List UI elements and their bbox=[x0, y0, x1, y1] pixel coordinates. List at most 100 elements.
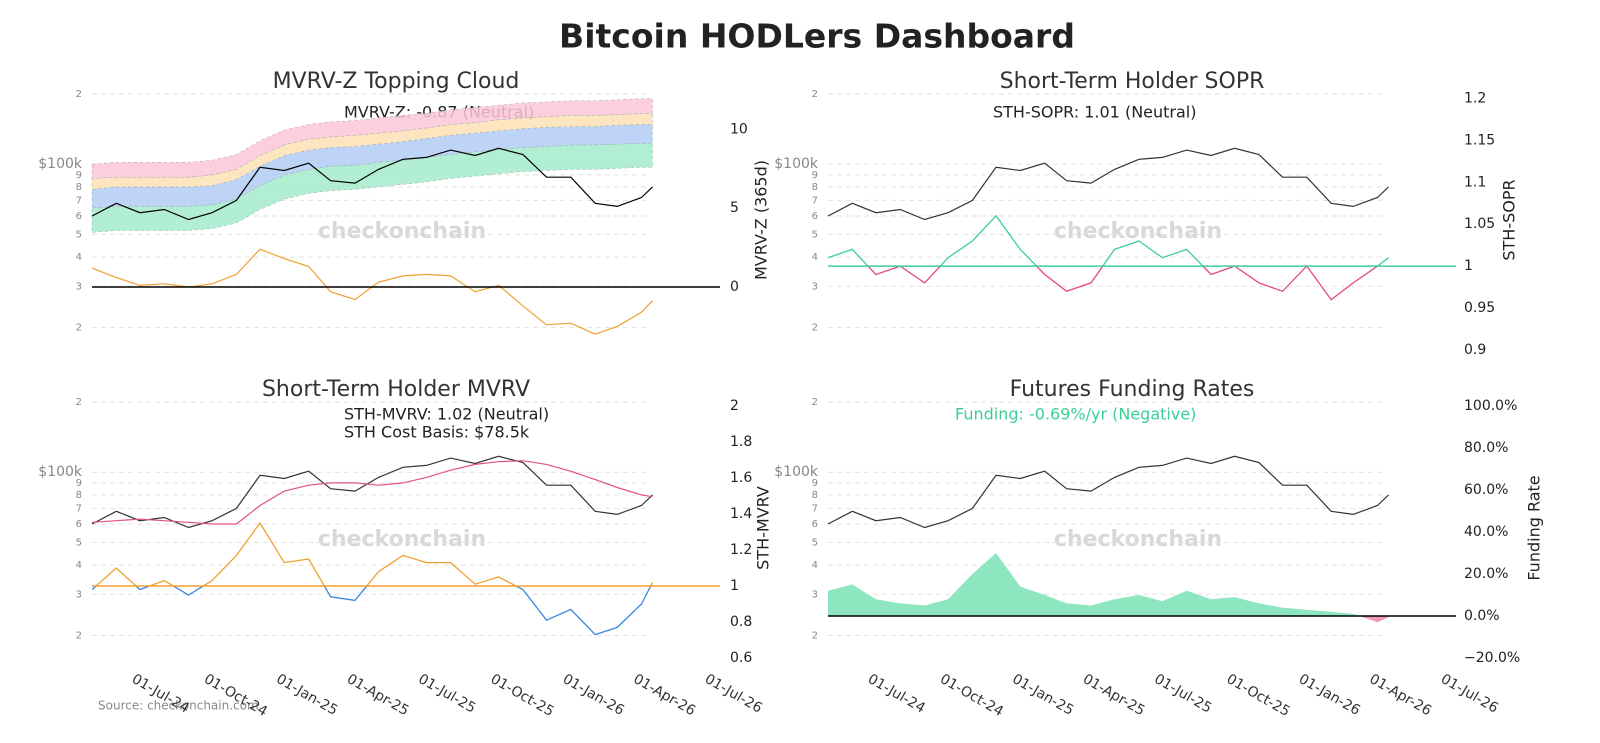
watermark: checkonchain bbox=[1054, 527, 1222, 552]
annotation: STH-MVRV: 1.02 (Neutral) bbox=[344, 405, 549, 424]
cloud-band bbox=[91, 113, 653, 190]
y2-tick-label: −20.0% bbox=[1464, 650, 1520, 666]
x-tick-label: 01-Oct-24 bbox=[201, 671, 270, 720]
y-tick-label: $100k bbox=[38, 464, 83, 480]
x-tick-label: 01-Apr-25 bbox=[1080, 671, 1148, 719]
y-tick-label: 2 bbox=[812, 89, 818, 100]
area-positive bbox=[828, 553, 1360, 616]
dashboard-title: Bitcoin HODLers Dashboard bbox=[559, 17, 1075, 56]
x-tick-label: 01-Jul-25 bbox=[415, 671, 478, 717]
y-tick-label: 6 bbox=[812, 211, 818, 222]
x-tick-label: 01-Jul-26 bbox=[1438, 671, 1501, 717]
y-tick-label: 8 bbox=[812, 182, 818, 193]
x-tick-label: 01-Apr-25 bbox=[344, 671, 412, 719]
y-tick-label: 7 bbox=[76, 503, 82, 514]
watermark: checkonchain bbox=[318, 527, 486, 552]
cloud-band bbox=[91, 98, 653, 179]
y-tick-label: 2 bbox=[76, 397, 82, 408]
annotation: STH Cost Basis: $78.5k bbox=[344, 423, 530, 442]
y-tick-label: 2 bbox=[76, 89, 82, 100]
y2-tick-label: 2 bbox=[730, 398, 739, 414]
y-tick-label: 9 bbox=[812, 478, 818, 489]
subplot-title: Short-Term Holder SOPR bbox=[1000, 69, 1265, 94]
y2-tick-label: 60.0% bbox=[1464, 482, 1508, 498]
x-tick-label: 01-Oct-25 bbox=[488, 671, 557, 720]
x-tick-label: 01-Jan-25 bbox=[273, 671, 340, 719]
annotation: STH-SOPR: 1.01 (Neutral) bbox=[993, 103, 1196, 122]
y2-tick-label: 1.8 bbox=[730, 434, 752, 450]
y-tick-label: 2 bbox=[76, 322, 82, 333]
y-tick-label: 9 bbox=[76, 170, 82, 181]
y2-tick-label: 100.0% bbox=[1464, 398, 1517, 414]
y-tick-label: 7 bbox=[812, 195, 818, 206]
y2-tick-label: 80.0% bbox=[1464, 440, 1508, 456]
y2-axis-title: MVRV-Z (365d) bbox=[752, 160, 771, 280]
y2-axis-title: STH-MVRV bbox=[754, 486, 773, 570]
y-tick-label: 5 bbox=[812, 229, 818, 240]
y-tick-label: $100k bbox=[38, 156, 83, 172]
y2-tick-label: 1.2 bbox=[1464, 90, 1486, 106]
subplot-title: Futures Funding Rates bbox=[1010, 377, 1255, 402]
y-tick-label: 7 bbox=[812, 503, 818, 514]
y2-axis-title: Funding Rate bbox=[1525, 475, 1544, 580]
subplot-title: MVRV-Z Topping Cloud bbox=[273, 69, 520, 94]
y2-tick-label: 1.05 bbox=[1464, 216, 1495, 232]
y2-tick-label: 5 bbox=[730, 200, 739, 216]
y-tick-label: 3 bbox=[76, 281, 82, 292]
y2-tick-label: 1.15 bbox=[1464, 132, 1495, 148]
y-tick-label: 3 bbox=[812, 589, 818, 600]
line bbox=[91, 147, 653, 221]
y2-tick-label: 0.95 bbox=[1464, 300, 1495, 316]
y-tick-label: 4 bbox=[812, 560, 818, 571]
y-tick-label: 9 bbox=[76, 478, 82, 489]
line bbox=[91, 460, 653, 525]
y-tick-label: 2 bbox=[812, 630, 818, 641]
y-tick-label: 6 bbox=[812, 519, 818, 530]
watermark: checkonchain bbox=[1054, 219, 1222, 244]
y2-tick-label: 1.6 bbox=[730, 470, 752, 486]
y2-tick-label: 1.1 bbox=[1464, 174, 1486, 190]
y-tick-label: 4 bbox=[812, 252, 818, 263]
line bbox=[827, 147, 1389, 221]
line bbox=[91, 455, 653, 529]
y-tick-label: 8 bbox=[812, 490, 818, 501]
y-tick-label: 8 bbox=[76, 182, 82, 193]
x-tick-label: 01-Jul-26 bbox=[702, 671, 765, 717]
y-tick-label: 2 bbox=[812, 397, 818, 408]
y-tick-label: 2 bbox=[76, 630, 82, 641]
y2-axis-title: STH-SOPR bbox=[1500, 179, 1519, 260]
x-tick-label: 01-Jan-26 bbox=[1296, 671, 1363, 719]
y-tick-label: 3 bbox=[812, 281, 818, 292]
x-tick-label: 01-Jan-25 bbox=[1009, 671, 1076, 719]
y-tick-label: 6 bbox=[76, 519, 82, 530]
y2-tick-label: 1 bbox=[1464, 258, 1473, 274]
y-tick-label: 8 bbox=[76, 490, 82, 501]
y-tick-label: $100k bbox=[774, 464, 819, 480]
line-below bbox=[867, 266, 1379, 301]
source-note: Source: checkonchain.com bbox=[98, 699, 259, 713]
y-tick-label: 5 bbox=[812, 537, 818, 548]
y2-tick-label: 20.0% bbox=[1464, 566, 1508, 582]
cloud-band bbox=[91, 143, 653, 233]
x-tick-label: 01-Oct-24 bbox=[937, 671, 1006, 720]
y-tick-label: $100k bbox=[774, 156, 819, 172]
line-above bbox=[95, 521, 654, 586]
x-tick-label: 01-Jul-24 bbox=[865, 671, 928, 717]
line bbox=[91, 248, 653, 335]
y-tick-label: 5 bbox=[76, 229, 82, 240]
line-below bbox=[92, 585, 652, 636]
y2-tick-label: 10 bbox=[730, 121, 748, 137]
y-tick-label: 4 bbox=[76, 560, 82, 571]
y-tick-label: 5 bbox=[76, 537, 82, 548]
subplot-title: Short-Term Holder MVRV bbox=[262, 377, 530, 402]
y-tick-label: 3 bbox=[76, 589, 82, 600]
y2-tick-label: 0.0% bbox=[1464, 608, 1500, 624]
y-tick-label: 9 bbox=[812, 170, 818, 181]
y-tick-label: 2 bbox=[812, 322, 818, 333]
y2-tick-label: 0.8 bbox=[730, 614, 752, 630]
y-tick-label: 6 bbox=[76, 211, 82, 222]
y2-tick-label: 1 bbox=[730, 578, 739, 594]
y2-tick-label: 0 bbox=[730, 279, 739, 295]
